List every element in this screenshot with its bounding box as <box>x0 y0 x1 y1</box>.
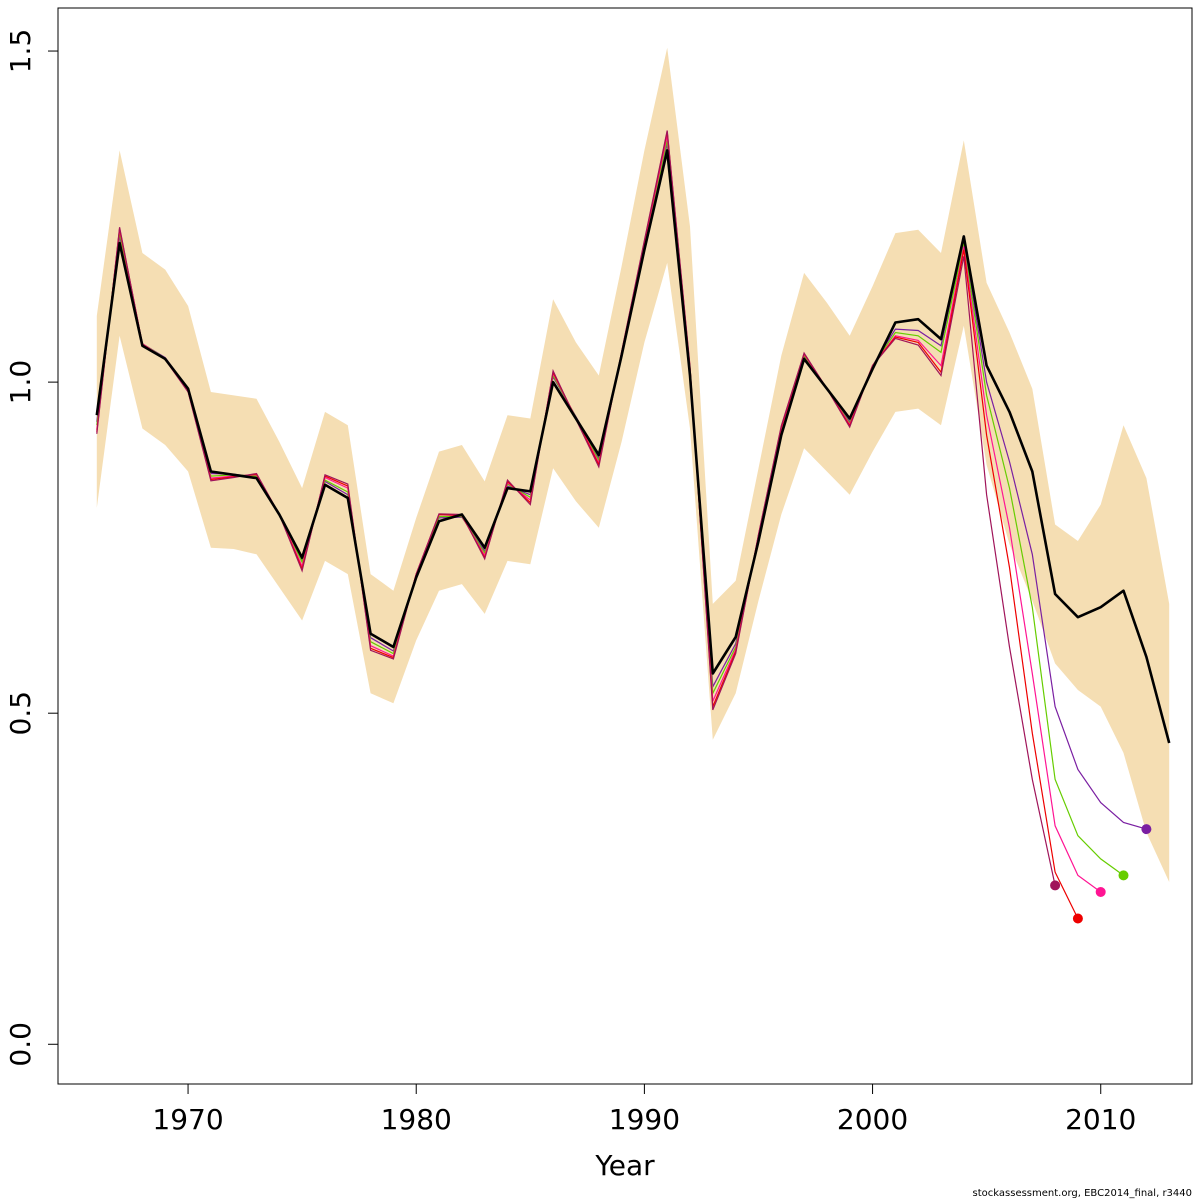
confidence-band <box>96 47 1170 882</box>
retro-endpoint-2 <box>1118 870 1129 881</box>
retro-endpoint-3 <box>1095 887 1106 897</box>
y-tick-label-0: 0.0 <box>4 1022 37 1067</box>
y-tick-label-1: 0.5 <box>4 691 37 736</box>
y-tick-label-2: 1.0 <box>4 360 37 405</box>
x-tick-label-1980: 1980 <box>381 1103 452 1136</box>
x-axis: 1970 1980 1990 2000 2010 <box>152 1083 1136 1136</box>
x-tick-label-2000: 2000 <box>837 1103 908 1136</box>
x-tick-label-2010: 2010 <box>1065 1103 1136 1136</box>
x-tick-label-1970: 1970 <box>152 1103 223 1136</box>
x-tick-label-1990: 1990 <box>609 1103 680 1136</box>
x-axis-title: Year <box>594 1149 655 1182</box>
y-axis: 0.0 0.5 1.0 1.5 <box>4 29 59 1067</box>
retro-endpoint-5 <box>1050 880 1061 891</box>
credit-text: stockassessment.org, EBC2014_final, r344… <box>973 1188 1192 1199</box>
main-line <box>95 149 1171 744</box>
retro-endpoint-4 <box>1072 913 1083 924</box>
plot-area <box>95 47 1171 924</box>
y-tick-label-3: 1.5 <box>4 29 37 74</box>
retro-endpoint-1 <box>1141 824 1152 835</box>
